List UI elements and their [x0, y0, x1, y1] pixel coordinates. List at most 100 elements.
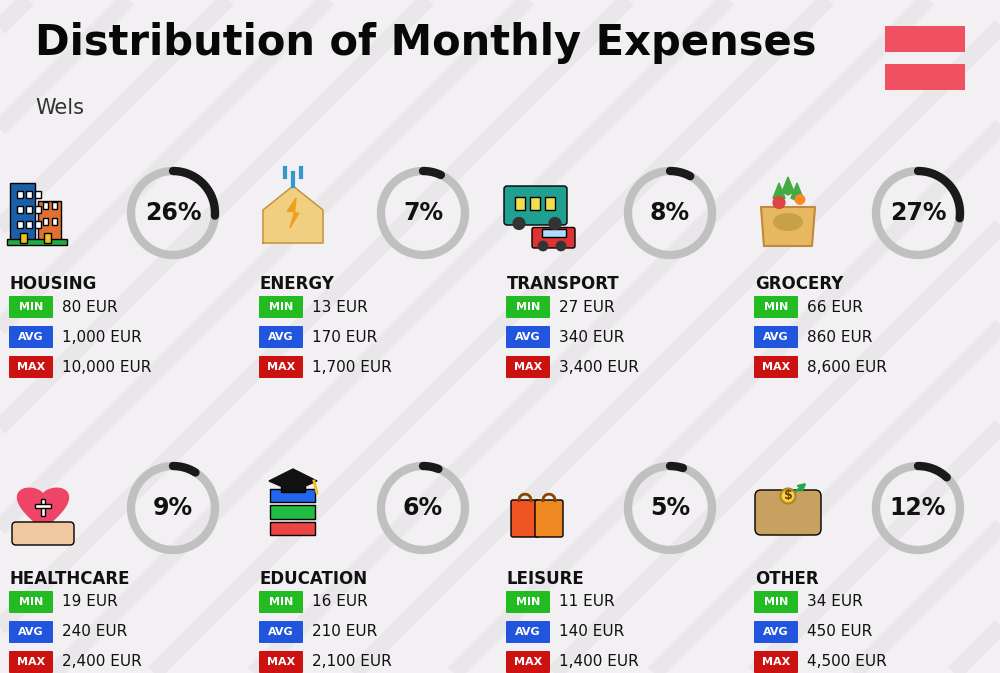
Text: MAX: MAX	[514, 657, 542, 667]
Polygon shape	[18, 488, 68, 530]
Text: 27%: 27%	[890, 201, 946, 225]
FancyBboxPatch shape	[270, 489, 315, 502]
Polygon shape	[269, 469, 317, 491]
Text: 140 EUR: 140 EUR	[559, 625, 624, 639]
Text: 8,600 EUR: 8,600 EUR	[807, 359, 887, 374]
Text: 34 EUR: 34 EUR	[807, 594, 863, 610]
FancyBboxPatch shape	[9, 651, 53, 673]
FancyBboxPatch shape	[259, 356, 303, 378]
FancyBboxPatch shape	[281, 481, 305, 491]
FancyBboxPatch shape	[38, 201, 61, 243]
Text: 19 EUR: 19 EUR	[62, 594, 118, 610]
Text: Distribution of Monthly Expenses: Distribution of Monthly Expenses	[35, 22, 816, 64]
Text: 860 EUR: 860 EUR	[807, 330, 872, 345]
Text: AVG: AVG	[763, 627, 789, 637]
FancyBboxPatch shape	[9, 296, 53, 318]
FancyBboxPatch shape	[9, 356, 53, 378]
Text: AVG: AVG	[18, 627, 44, 637]
FancyBboxPatch shape	[270, 522, 315, 535]
Text: 7%: 7%	[403, 201, 443, 225]
Text: TRANSPORT: TRANSPORT	[507, 275, 620, 293]
Text: HOUSING: HOUSING	[10, 275, 97, 293]
FancyBboxPatch shape	[36, 221, 41, 228]
Polygon shape	[761, 207, 815, 246]
Text: AVG: AVG	[268, 332, 294, 342]
FancyBboxPatch shape	[43, 202, 48, 209]
FancyBboxPatch shape	[36, 191, 41, 198]
FancyBboxPatch shape	[41, 499, 45, 516]
FancyBboxPatch shape	[530, 197, 540, 210]
Text: 5%: 5%	[650, 496, 690, 520]
Text: 6%: 6%	[403, 496, 443, 520]
Text: 12%: 12%	[890, 496, 946, 520]
Text: 1,400 EUR: 1,400 EUR	[559, 655, 639, 670]
Text: 66 EUR: 66 EUR	[807, 299, 863, 314]
Text: MIN: MIN	[19, 302, 43, 312]
Text: MIN: MIN	[764, 302, 788, 312]
Text: MIN: MIN	[516, 597, 540, 607]
Text: MAX: MAX	[762, 657, 790, 667]
Text: EDUCATION: EDUCATION	[260, 570, 368, 588]
Text: MIN: MIN	[516, 302, 540, 312]
Text: 27 EUR: 27 EUR	[559, 299, 615, 314]
FancyBboxPatch shape	[12, 522, 74, 545]
FancyBboxPatch shape	[259, 591, 303, 613]
Polygon shape	[263, 186, 323, 243]
Text: 80 EUR: 80 EUR	[62, 299, 118, 314]
Text: MAX: MAX	[267, 657, 295, 667]
FancyBboxPatch shape	[532, 227, 575, 248]
Text: 9%: 9%	[153, 496, 193, 520]
Polygon shape	[287, 198, 299, 228]
FancyBboxPatch shape	[52, 219, 57, 225]
Text: LEISURE: LEISURE	[507, 570, 585, 588]
FancyBboxPatch shape	[17, 191, 23, 198]
FancyBboxPatch shape	[44, 234, 51, 243]
FancyBboxPatch shape	[754, 621, 798, 643]
FancyBboxPatch shape	[43, 219, 48, 225]
Text: $: $	[784, 489, 792, 503]
FancyBboxPatch shape	[9, 591, 53, 613]
Text: GROCERY: GROCERY	[755, 275, 843, 293]
FancyBboxPatch shape	[511, 500, 539, 537]
FancyBboxPatch shape	[35, 503, 51, 508]
Circle shape	[795, 194, 805, 205]
Text: 210 EUR: 210 EUR	[312, 625, 377, 639]
Text: ENERGY: ENERGY	[260, 275, 335, 293]
Text: 3,400 EUR: 3,400 EUR	[559, 359, 639, 374]
Circle shape	[556, 241, 566, 252]
Text: AVG: AVG	[515, 627, 541, 637]
FancyBboxPatch shape	[754, 651, 798, 673]
FancyBboxPatch shape	[20, 234, 27, 243]
FancyBboxPatch shape	[542, 229, 566, 237]
FancyBboxPatch shape	[506, 651, 550, 673]
FancyBboxPatch shape	[17, 207, 23, 213]
FancyBboxPatch shape	[506, 296, 550, 318]
Polygon shape	[791, 183, 803, 201]
Text: OTHER: OTHER	[755, 570, 819, 588]
FancyBboxPatch shape	[535, 500, 563, 537]
Circle shape	[512, 217, 526, 230]
FancyBboxPatch shape	[754, 326, 798, 348]
FancyBboxPatch shape	[26, 207, 32, 213]
Text: 8%: 8%	[650, 201, 690, 225]
Text: 13 EUR: 13 EUR	[312, 299, 368, 314]
FancyBboxPatch shape	[506, 621, 550, 643]
FancyBboxPatch shape	[270, 505, 315, 518]
Text: AVG: AVG	[268, 627, 294, 637]
Text: MAX: MAX	[514, 362, 542, 372]
Text: Wels: Wels	[35, 98, 84, 118]
Text: 170 EUR: 170 EUR	[312, 330, 377, 345]
Circle shape	[780, 489, 796, 503]
FancyBboxPatch shape	[259, 651, 303, 673]
Circle shape	[772, 196, 786, 209]
Text: AVG: AVG	[18, 332, 44, 342]
Text: AVG: AVG	[763, 332, 789, 342]
FancyBboxPatch shape	[7, 239, 67, 244]
Text: 1,700 EUR: 1,700 EUR	[312, 359, 392, 374]
Circle shape	[538, 241, 548, 252]
FancyBboxPatch shape	[17, 221, 23, 228]
FancyBboxPatch shape	[506, 356, 550, 378]
FancyBboxPatch shape	[754, 591, 798, 613]
FancyBboxPatch shape	[504, 186, 567, 225]
Text: MIN: MIN	[764, 597, 788, 607]
